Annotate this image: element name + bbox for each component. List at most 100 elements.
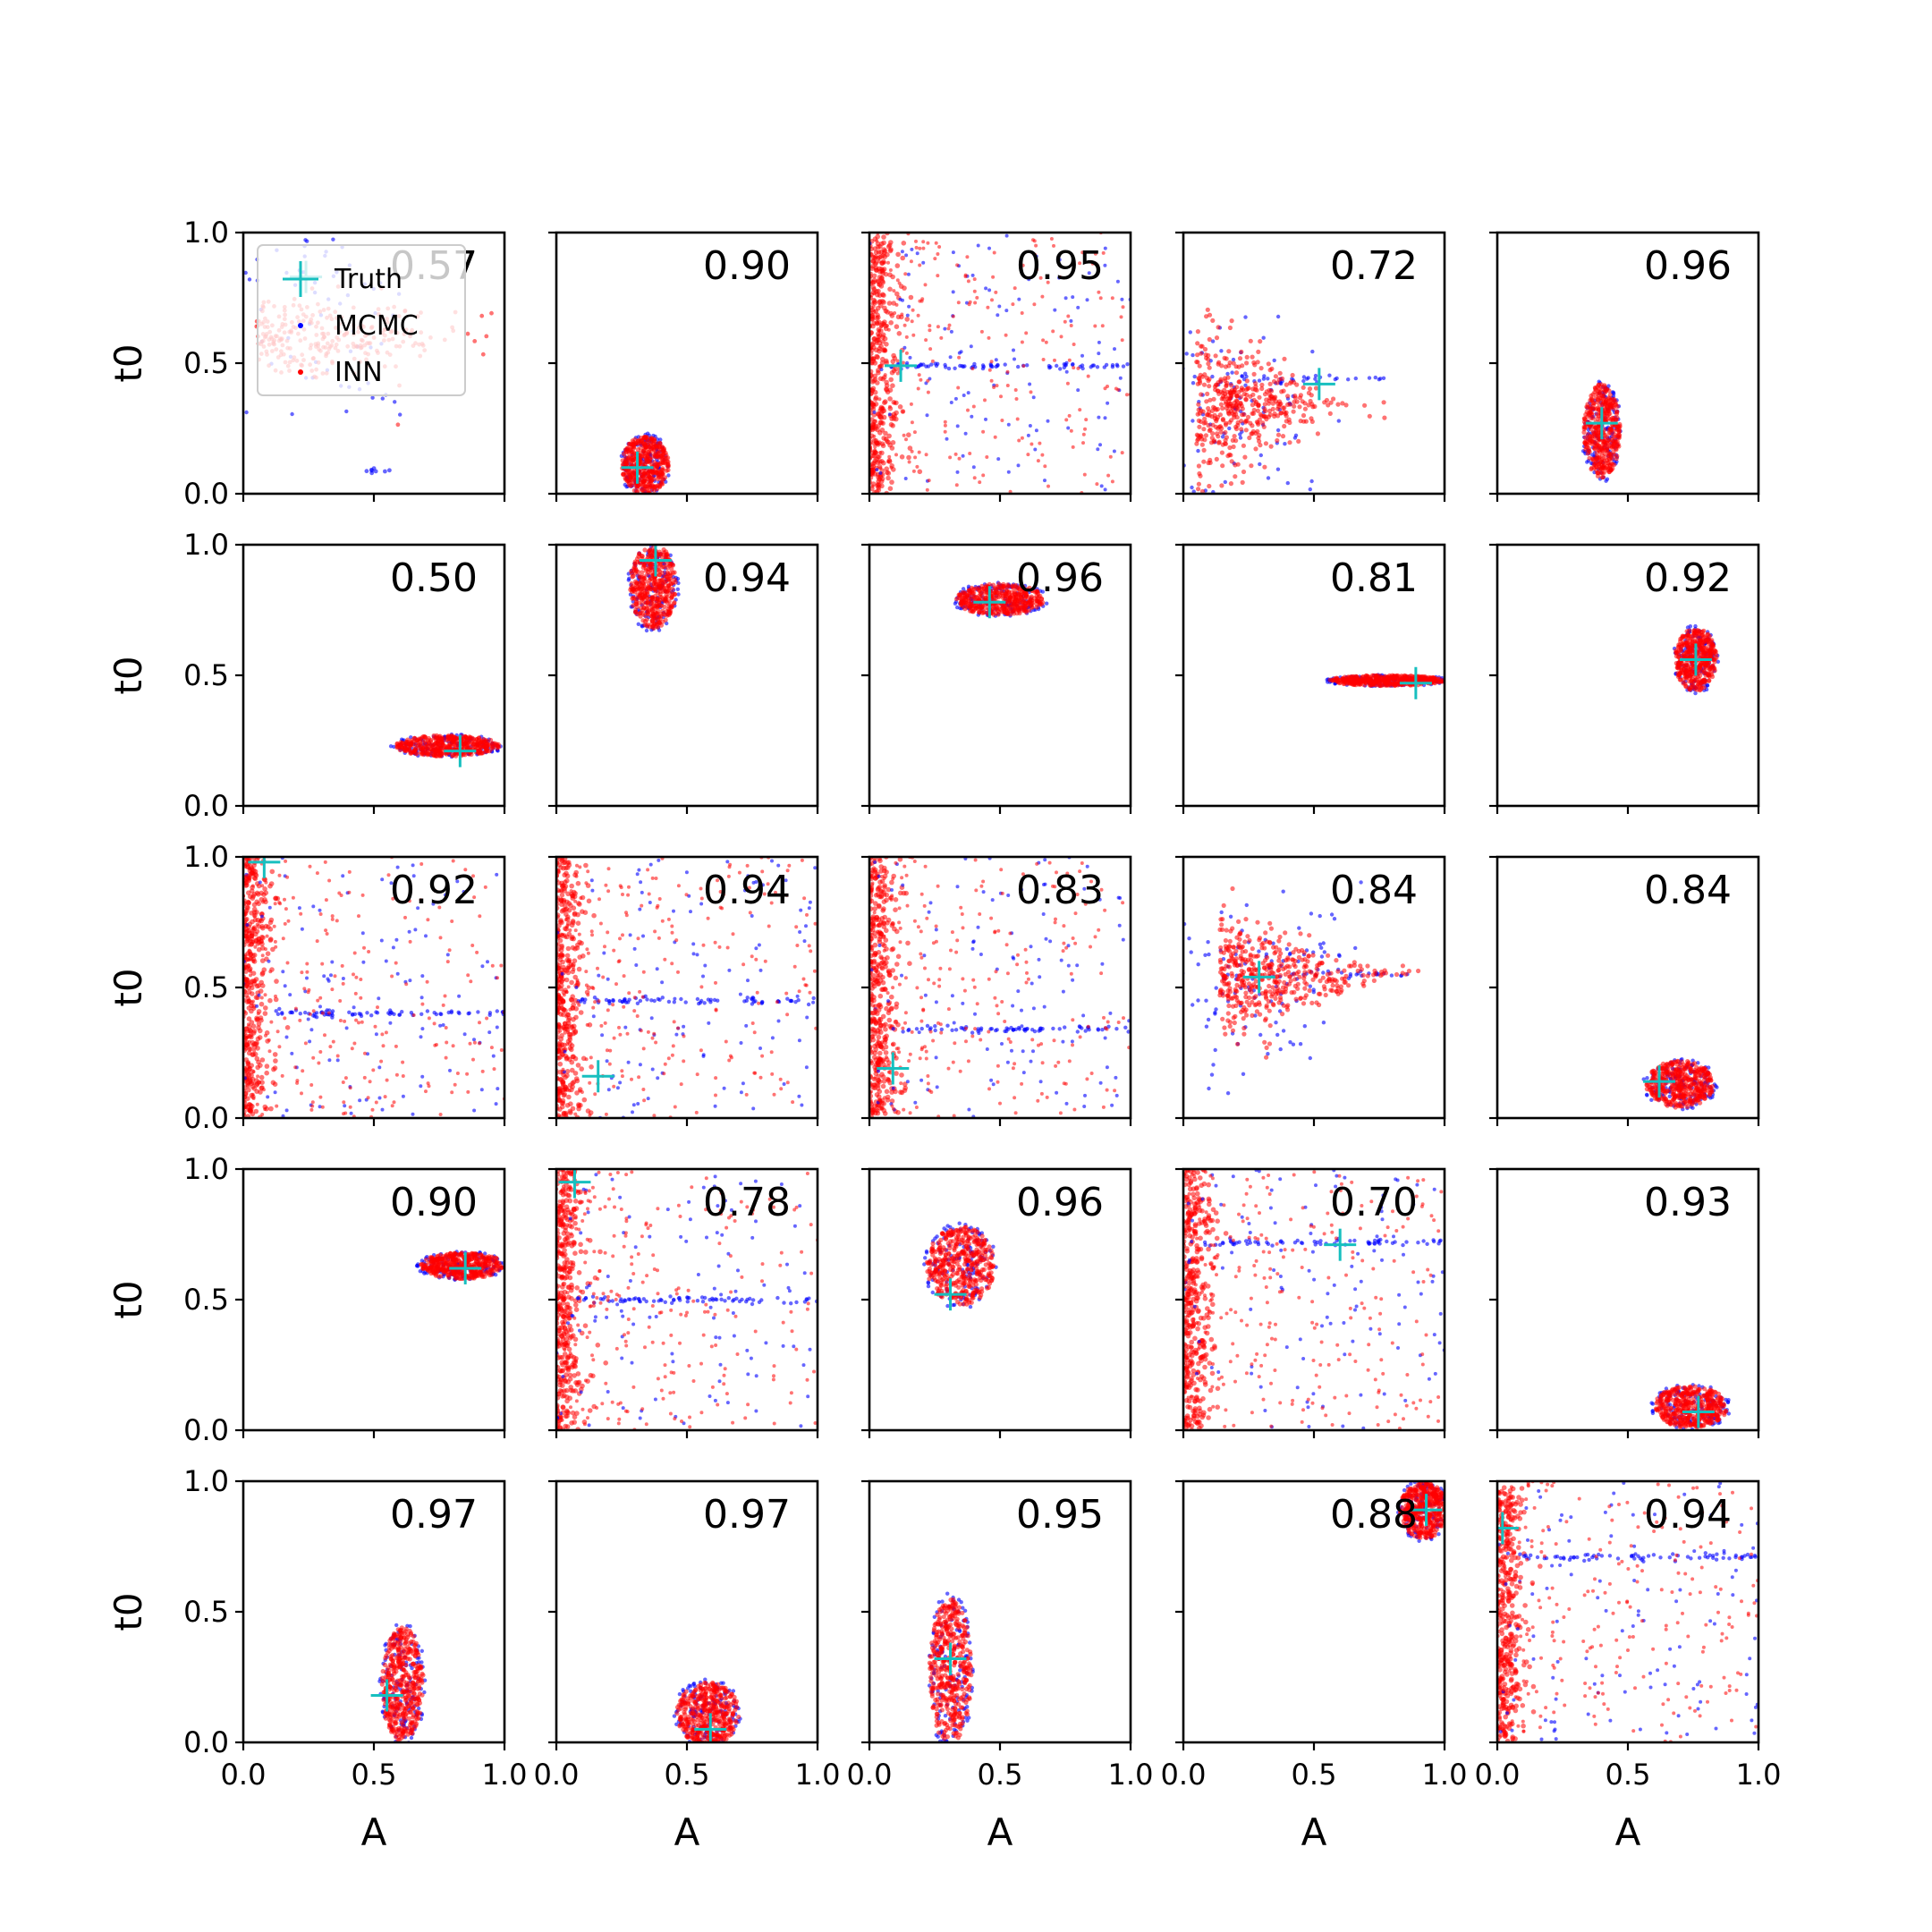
mcmc-point <box>1373 375 1378 380</box>
inn-point <box>979 329 984 334</box>
inn-point <box>661 611 666 617</box>
mcmc-point <box>951 290 955 294</box>
inn-point <box>1214 456 1219 462</box>
inn-point <box>1244 378 1250 384</box>
inn-point <box>1292 393 1298 399</box>
inn-point <box>1215 414 1221 420</box>
inn-point <box>1306 390 1311 395</box>
inn-point <box>1197 363 1202 369</box>
inn-point <box>666 609 672 614</box>
mcmc-point <box>1004 233 1009 238</box>
inn-point <box>873 445 877 449</box>
mcmc-point <box>976 243 980 248</box>
inn-point <box>655 611 660 616</box>
inn-point <box>1600 474 1606 480</box>
inn-point <box>1030 597 1035 604</box>
inn-point <box>1041 338 1046 343</box>
mcmc-point <box>1219 349 1224 353</box>
mcmc-point <box>1071 361 1075 367</box>
inn-point <box>877 397 882 402</box>
inn-point <box>1606 408 1611 413</box>
inn-point <box>919 299 924 303</box>
inn-point <box>1218 402 1224 407</box>
inn-point <box>1210 431 1216 436</box>
inn-point <box>1231 444 1236 450</box>
inn-point <box>877 275 883 280</box>
inn-point <box>886 460 890 464</box>
inn-point <box>1195 411 1200 417</box>
inn-point <box>1210 422 1216 428</box>
mcmc-point <box>962 394 966 397</box>
inn-point <box>879 241 885 247</box>
inn-point <box>877 364 882 369</box>
inn-point <box>1030 442 1034 446</box>
inn-point <box>885 470 890 475</box>
inn-point <box>668 581 674 587</box>
inn-point <box>1595 416 1600 421</box>
inn-point <box>654 443 659 449</box>
mcmc-point <box>373 469 378 474</box>
mcmc-point <box>1110 363 1115 368</box>
inn-point <box>648 475 654 481</box>
inn-point <box>1013 388 1018 392</box>
inn-point <box>972 277 977 282</box>
inn-point <box>1589 393 1594 399</box>
mcmc-point <box>1262 374 1267 378</box>
inn-point <box>1205 307 1210 312</box>
mcmc-point <box>949 401 953 404</box>
inn-point <box>656 604 661 609</box>
inn-point <box>877 299 883 304</box>
inn-point <box>1309 419 1315 424</box>
mcmc-point <box>1102 365 1107 369</box>
inn-point <box>1017 592 1022 597</box>
inn-point <box>1233 424 1239 429</box>
mcmc-point <box>1103 487 1107 492</box>
mcmc-point <box>1327 373 1332 377</box>
inn-point <box>645 572 650 578</box>
inn-point <box>463 734 469 741</box>
inn-point <box>917 450 921 454</box>
inn-point <box>1582 417 1588 422</box>
inn-point <box>887 404 892 409</box>
mcmc-point <box>1080 363 1085 368</box>
mcmc-point <box>955 605 960 610</box>
inn-point <box>963 590 969 596</box>
inn-point <box>1250 354 1255 360</box>
inn-point <box>434 741 439 746</box>
inn-point <box>1205 391 1210 396</box>
inn-point <box>884 342 889 347</box>
mcmc-point <box>1006 422 1011 427</box>
inn-point <box>874 315 880 321</box>
inn-point <box>1005 369 1010 374</box>
inn-point <box>906 454 911 461</box>
inn-point <box>1046 484 1050 488</box>
inn-point <box>662 585 667 590</box>
inn-point <box>1249 463 1254 469</box>
inn-point <box>1119 315 1123 319</box>
inn-point <box>395 422 401 428</box>
inn-point <box>1233 364 1239 369</box>
inn-point <box>1101 250 1106 255</box>
mcmc-point <box>1046 419 1050 423</box>
inn-point <box>913 455 918 460</box>
inn-point <box>1608 440 1614 445</box>
inn-point <box>1093 251 1097 256</box>
overlap-value: 0.72 <box>1330 243 1418 289</box>
inn-point <box>1292 399 1297 404</box>
inn-point <box>1603 400 1608 405</box>
mcmc-point <box>1063 296 1068 301</box>
inn-point <box>1256 402 1261 408</box>
inn-point <box>1250 431 1255 436</box>
inn-point <box>1610 401 1615 406</box>
inn-point <box>968 300 972 304</box>
inn-point <box>657 578 664 583</box>
inn-point <box>926 378 930 383</box>
truth-marker <box>639 545 672 577</box>
mcmc-point <box>1258 453 1264 458</box>
inn-point <box>1196 487 1201 492</box>
inn-point <box>880 376 886 382</box>
mcmc-point <box>393 400 397 404</box>
inn-point <box>656 567 662 572</box>
inn-point <box>1201 382 1208 387</box>
inn-point <box>1210 318 1216 323</box>
